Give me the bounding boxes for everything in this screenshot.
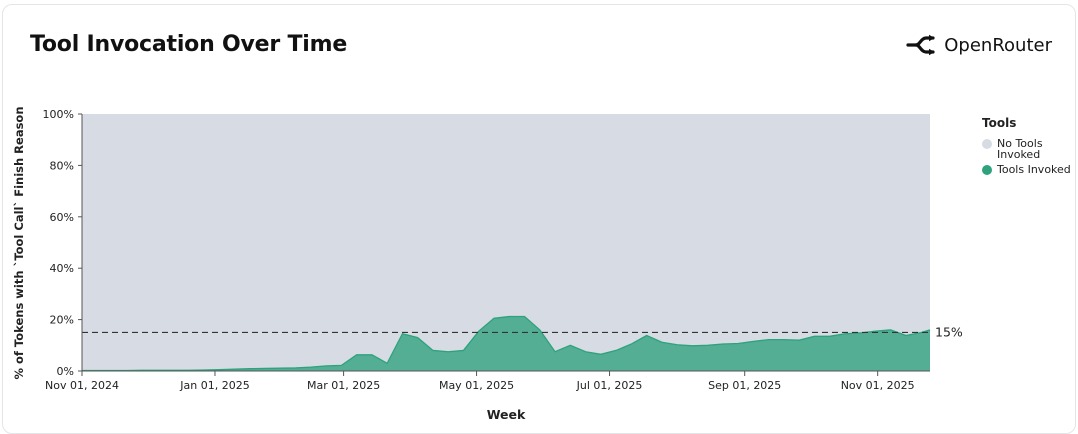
- x-tick-label: Sep 01, 2025: [708, 379, 781, 392]
- legend-swatch-tools-invoked: [982, 165, 992, 175]
- plot-area: 15%: [82, 114, 963, 372]
- reference-line-label: 15%: [935, 324, 963, 339]
- series-tools-invoked-line: [82, 315, 931, 372]
- y-tick-label: 0%: [57, 365, 74, 378]
- legend: Tools No Tools Invoked Tools Invoked: [982, 116, 1074, 179]
- legend-label-tools-invoked: Tools Invoked: [997, 163, 1071, 176]
- brand-name: OpenRouter: [944, 34, 1052, 56]
- x-tick-label: Jul 01, 2025: [576, 379, 643, 392]
- chart-title: Tool Invocation Over Time: [30, 32, 348, 57]
- legend-item-tools-invoked[interactable]: Tools Invoked: [982, 164, 1074, 175]
- x-axis: Nov 01, 2024 Jan 01, 2025 Mar 01, 2025 May …: [45, 370, 930, 392]
- y-axis: 0% 20% 40% 60% 80% 100%: [43, 108, 83, 378]
- brand[interactable]: OpenRouter: [906, 34, 1052, 56]
- x-tick-label: Mar 01, 2025: [307, 379, 380, 392]
- y-tick-label: 100%: [43, 108, 74, 121]
- x-tick-label: May 01, 2025: [439, 379, 514, 392]
- y-axis-label: % of Tokens with `Tool Call` Finish Reas…: [12, 106, 26, 379]
- series-tools-invoked-area: [82, 316, 930, 371]
- y-tick-label: 80%: [50, 159, 74, 172]
- tool-invocation-chart: 15% 0% 20% 40% 60% 80% 100% Nov 01, 2024 Jan 0…: [12, 106, 963, 421]
- legend-title: Tools: [982, 116, 1017, 130]
- y-tick-label: 60%: [50, 211, 74, 224]
- openrouter-logo-icon: [906, 34, 935, 56]
- x-tick-label: Nov 01, 2024: [45, 379, 119, 392]
- legend-swatch-no-tools: [982, 139, 992, 149]
- y-tick-label: 20%: [50, 314, 74, 327]
- legend-item-no-tools[interactable]: No Tools Invoked: [982, 138, 1074, 160]
- x-tick-label: Nov 01, 2025: [841, 379, 915, 392]
- x-tick-label: Jan 01, 2025: [179, 379, 249, 392]
- x-axis-label: Week: [487, 407, 526, 421]
- legend-label-no-tools: No Tools Invoked: [997, 137, 1043, 161]
- y-tick-label: 40%: [50, 262, 74, 275]
